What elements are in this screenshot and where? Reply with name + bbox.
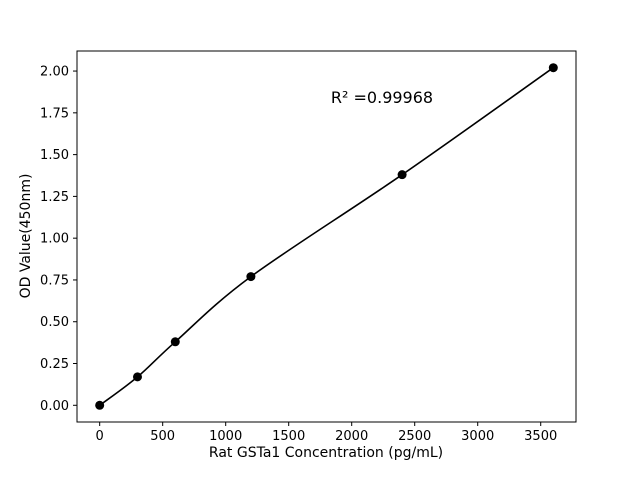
x-tick-label: 1000 xyxy=(209,429,242,444)
fit-line xyxy=(99,67,554,406)
x-tick-label: 0 xyxy=(96,429,104,444)
y-tick-label: 1.50 xyxy=(40,148,69,163)
x-tick-label: 3500 xyxy=(524,429,557,444)
data-point xyxy=(132,372,142,382)
data-point xyxy=(95,400,105,410)
y-tick-label: 0.00 xyxy=(40,399,69,414)
x-tick-label: 2500 xyxy=(398,429,431,444)
y-tick-label: 0.25 xyxy=(40,357,69,372)
y-tick-label: 1.00 xyxy=(40,232,69,247)
y-tick-label: 1.25 xyxy=(40,190,69,205)
x-tick-label: 3000 xyxy=(461,429,494,444)
y-tick-label: 2.00 xyxy=(40,65,69,80)
plot-border xyxy=(76,50,577,423)
plot-area: 0 500 1000 1500 2000 2500 3000 3500 0.00 0.25 0.50… xyxy=(40,50,577,444)
data-point xyxy=(548,63,558,73)
data-point xyxy=(170,337,180,347)
data-point xyxy=(397,170,407,180)
x-axis-label: Rat GSTa1 Concentration (pg/mL) xyxy=(209,445,443,461)
y-axis-label: OD Value(450nm) xyxy=(18,174,34,299)
r-squared-annotation: R² =0.99968 xyxy=(331,88,433,107)
y-tick-label: 0.50 xyxy=(40,315,69,330)
y-tick-label: 1.75 xyxy=(40,106,69,121)
y-tick-label: 0.75 xyxy=(40,273,69,288)
x-tick-label: 1500 xyxy=(272,429,305,444)
x-tick-label: 2000 xyxy=(335,429,368,444)
x-tick-label: 500 xyxy=(150,429,175,444)
data-point xyxy=(246,272,256,282)
